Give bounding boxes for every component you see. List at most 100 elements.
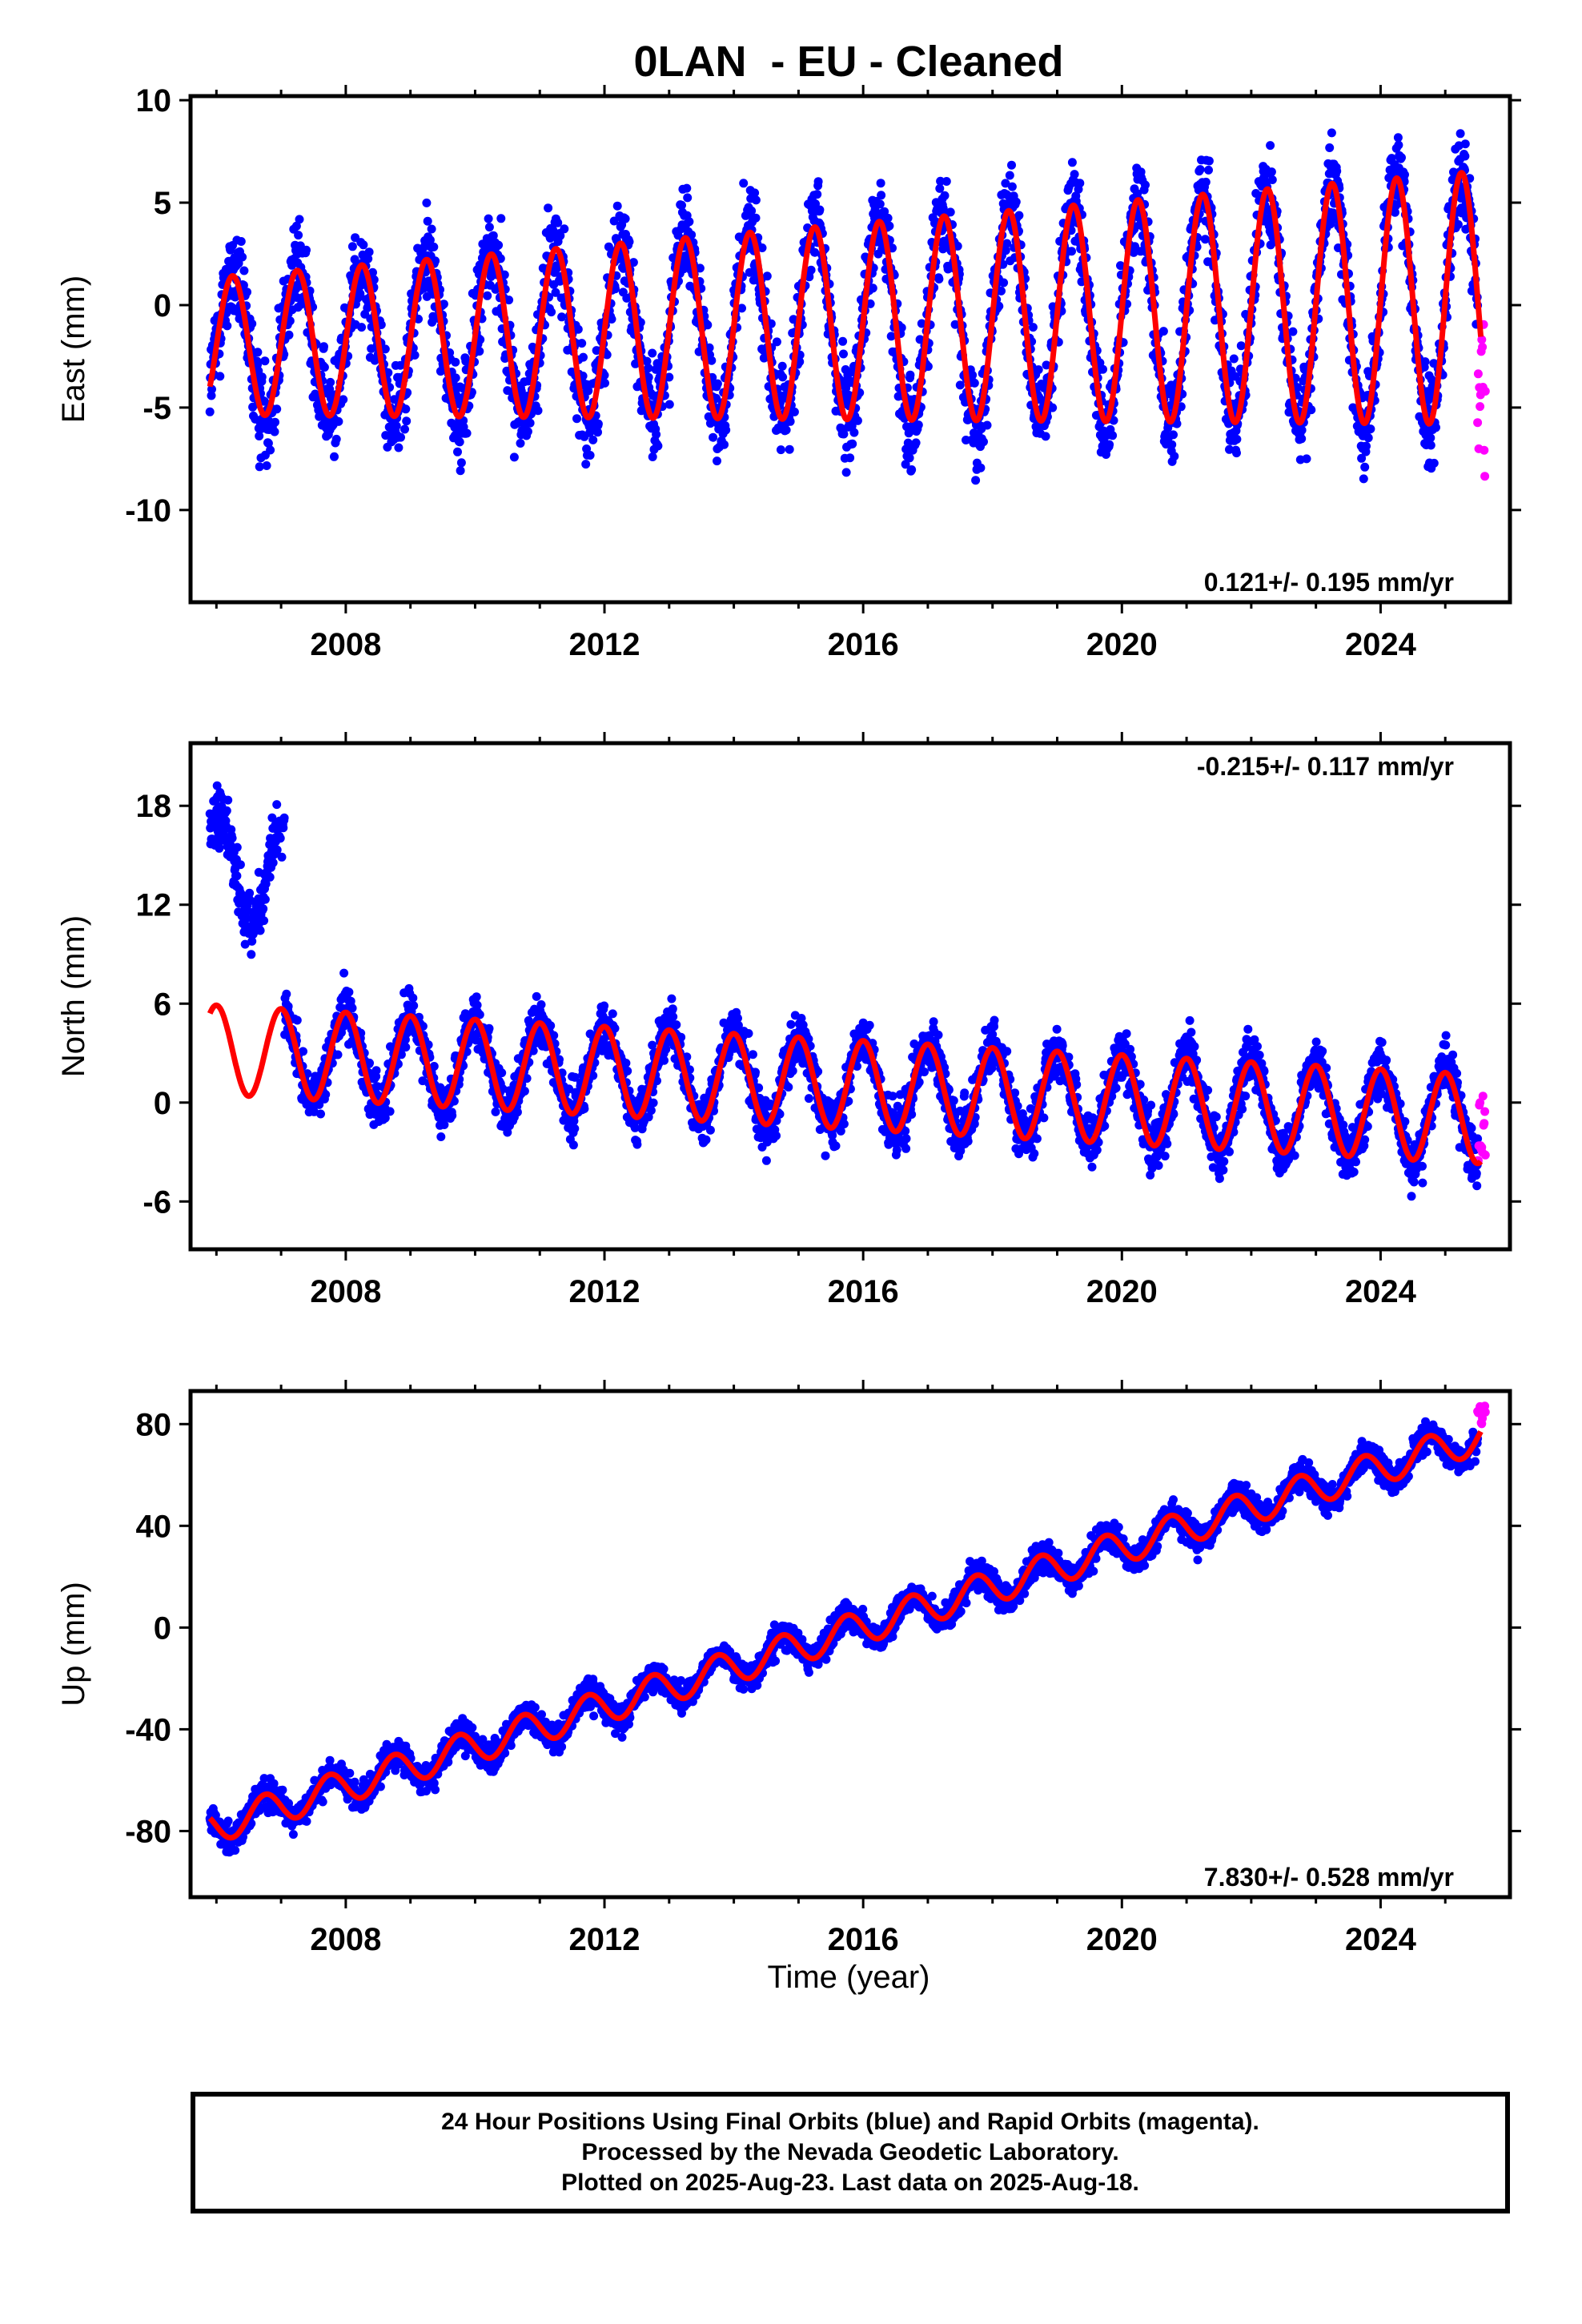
final-orbit-point: [701, 1135, 711, 1144]
final-orbit-point: [401, 1043, 411, 1052]
final-orbit-point: [295, 215, 304, 224]
final-orbit-point: [609, 216, 619, 226]
final-orbit-point: [1288, 327, 1298, 336]
final-orbit-point: [602, 350, 612, 360]
final-orbit-point: [284, 330, 294, 340]
final-orbit-point: [560, 224, 569, 234]
final-orbit-point: [331, 434, 341, 444]
final-orbit-point: [905, 370, 915, 380]
final-orbit-point: [1195, 165, 1205, 175]
final-orbit-point: [512, 1108, 522, 1117]
final-orbit-point: [577, 339, 587, 348]
final-orbit-point: [682, 183, 692, 193]
final-orbit-point: [876, 179, 885, 188]
final-orbit-point: [448, 1111, 457, 1120]
final-orbit-point: [913, 420, 923, 430]
final-orbit-point: [355, 289, 365, 299]
final-orbit-point: [547, 308, 556, 317]
final-orbit-point: [363, 254, 373, 263]
final-orbit-point: [660, 1055, 669, 1065]
final-orbit-point: [326, 377, 335, 387]
final-orbit-point: [484, 223, 494, 232]
final-orbit-point: [1431, 423, 1440, 432]
final-orbit-point: [325, 384, 335, 394]
final-orbit-point: [238, 252, 247, 262]
final-orbit-point: [1460, 139, 1470, 149]
final-orbit-point: [1362, 441, 1371, 451]
final-orbit-point: [391, 421, 401, 431]
final-orbit-point: [667, 994, 677, 1003]
final-orbit-point: [408, 993, 418, 1003]
final-orbit-point: [1232, 435, 1242, 444]
final-orbit-point: [1201, 177, 1211, 187]
final-orbit-point: [1429, 458, 1439, 468]
final-orbit-point: [359, 240, 368, 250]
final-orbit-point: [785, 416, 795, 426]
final-orbit-point: [1067, 247, 1076, 256]
final-orbit-point: [999, 278, 1009, 287]
final-orbit-point: [1204, 165, 1213, 175]
final-orbit-point: [1426, 440, 1435, 450]
final-orbit-point: [1307, 405, 1316, 415]
final-orbit-point: [227, 834, 237, 843]
final-orbit-point: [762, 271, 772, 281]
final-orbit-point: [600, 378, 609, 388]
plot-area: [205, 128, 1490, 485]
x-tick-label: 2020: [1086, 627, 1158, 662]
final-orbit-point: [247, 319, 257, 328]
final-orbit-point: [1098, 364, 1107, 374]
final-orbit-point: [532, 991, 541, 1001]
final-orbit-point: [453, 447, 462, 456]
final-orbit-point: [1267, 175, 1277, 184]
final-orbit-point: [1267, 167, 1276, 177]
final-orbit-point: [1028, 323, 1038, 332]
final-orbit-point: [648, 1098, 658, 1108]
final-orbit-point: [497, 1068, 507, 1078]
final-orbit-point: [523, 427, 532, 436]
final-orbit-point: [394, 443, 404, 452]
final-orbit-point: [439, 300, 448, 309]
final-orbit-point: [705, 343, 714, 352]
final-orbit-point: [484, 214, 493, 223]
final-orbit-point: [380, 344, 390, 354]
final-orbit-point: [572, 414, 581, 424]
y-tick-label: 10: [136, 83, 172, 119]
final-orbit-point: [259, 916, 269, 926]
final-orbit-point: [268, 858, 278, 867]
final-orbit-point: [669, 1012, 678, 1022]
final-orbit-point: [275, 834, 285, 843]
final-orbit-point: [653, 441, 663, 451]
rapid-orbit-point: [1476, 402, 1485, 412]
final-orbit-point: [584, 386, 593, 396]
final-orbit-point: [600, 1001, 609, 1011]
final-orbit-point: [334, 416, 343, 426]
final-orbit-point: [205, 407, 215, 416]
final-orbit-point: [588, 435, 598, 444]
final-orbit-point: [330, 452, 339, 461]
final-orbit-point: [1007, 160, 1016, 170]
final-orbit-point: [215, 372, 225, 381]
final-orbit-point: [1327, 128, 1336, 138]
final-orbit-point: [544, 203, 553, 213]
final-orbit-point: [907, 465, 917, 474]
final-orbit-point: [270, 427, 279, 436]
y-tick-label: -5: [143, 391, 171, 426]
y-tick-label: 0: [154, 288, 171, 324]
final-orbit-point: [272, 800, 282, 810]
final-orbit-point: [795, 357, 805, 367]
final-orbit-point: [695, 263, 705, 273]
final-orbit-point: [1014, 211, 1024, 220]
final-orbit-point: [557, 312, 567, 322]
final-orbit-point: [573, 324, 583, 334]
final-orbit-point: [357, 323, 367, 332]
final-orbit-point: [536, 1000, 546, 1009]
final-orbit-point: [285, 316, 295, 326]
final-orbit-point: [431, 256, 440, 266]
final-orbit-point: [475, 347, 484, 356]
final-orbit-point: [806, 265, 816, 275]
final-orbit-point: [875, 199, 885, 209]
final-orbit-point: [1394, 140, 1403, 150]
final-orbit-point: [257, 372, 267, 382]
final-orbit-point: [911, 438, 921, 448]
rapid-orbit-point: [1480, 445, 1489, 455]
